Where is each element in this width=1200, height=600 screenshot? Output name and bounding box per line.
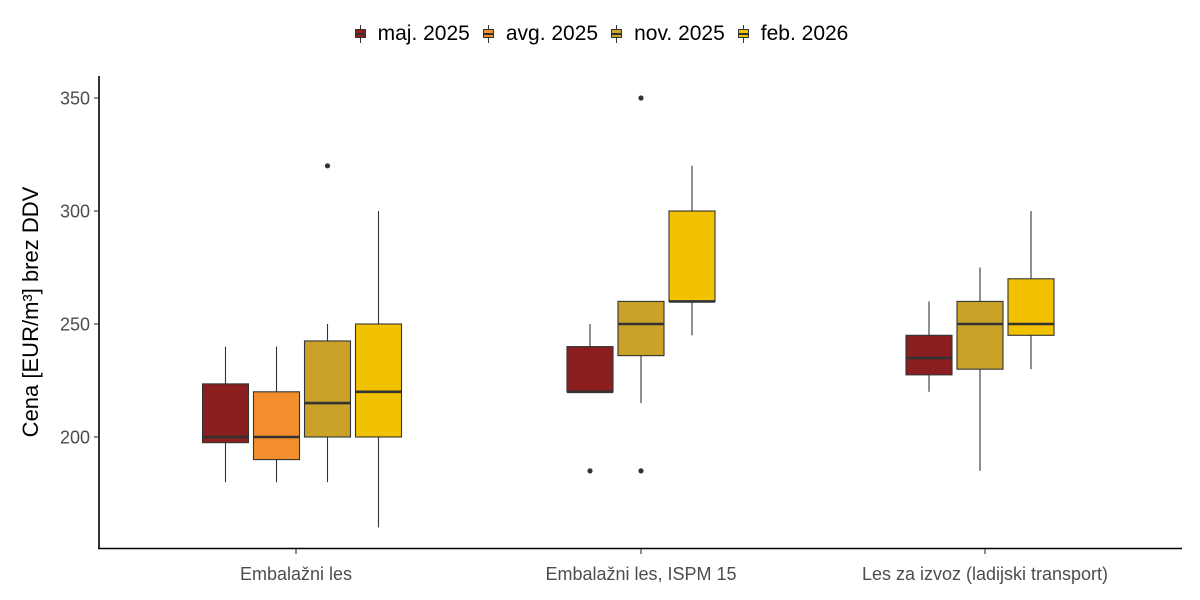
x-tick-label: Embalažni les, ISPM 15 <box>545 564 736 584</box>
legend-key-icon <box>735 25 753 43</box>
box-feb. 2026 <box>668 165 716 336</box>
box-maj. 2025 <box>905 301 953 392</box>
x-ticks: Embalažni les Embalažni les, ISPM 15 Les z… <box>240 549 1108 584</box>
legend-label: feb. 2026 <box>760 22 849 45</box>
y-tick-label: 300 <box>60 202 90 222</box>
legend-label: nov. 2025 <box>634 22 725 45</box>
box-body <box>956 300 1004 370</box>
box-feb. 2026 <box>1007 211 1055 370</box>
box-body <box>905 334 953 376</box>
legend-item: maj. 2025 <box>352 22 470 46</box>
outlier-point <box>638 95 644 101</box>
box-feb. 2026 <box>354 211 403 528</box>
box-nov. 2025 <box>956 267 1004 471</box>
box-body <box>252 391 301 461</box>
outlier-point <box>638 468 644 474</box>
box-maj. 2025 <box>566 324 614 474</box>
y-axis-label: Cena [EUR/m³] brez DDV <box>18 186 43 437</box>
y-tick-label: 200 <box>60 428 90 448</box>
legend-key-icon <box>352 25 370 43</box>
y-tick-label: 350 <box>60 89 90 109</box>
legend-item: avg. 2025 <box>480 22 598 46</box>
box-maj. 2025 <box>201 346 250 483</box>
outlier-point <box>324 163 331 169</box>
box-avg. 2025 <box>252 346 301 483</box>
box-body <box>566 346 614 393</box>
legend-key-icon <box>608 25 626 43</box>
plot-marks <box>201 95 1055 528</box>
box-nov. 2025 <box>303 163 352 483</box>
box-nov. 2025 <box>617 95 665 474</box>
box-body <box>617 300 665 357</box>
box-body <box>668 210 716 302</box>
y-tick-label: 250 <box>60 315 90 335</box>
legend-item: feb. 2026 <box>735 22 849 46</box>
y-ticks: 200 250 300 350 <box>60 89 99 448</box>
legend-label: maj. 2025 <box>377 22 470 45</box>
box-body <box>354 323 403 438</box>
legend-item: nov. 2025 <box>608 22 725 46</box>
legend-label: avg. 2025 <box>505 22 599 45</box>
box-body <box>201 383 250 444</box>
outlier-point <box>587 468 593 474</box>
box-body <box>1007 278 1055 336</box>
box-body <box>303 340 352 438</box>
x-tick-label: Les za izvoz (ladijski transport) <box>862 564 1108 584</box>
legend-key-icon <box>480 25 498 43</box>
legend: maj. 2025 avg. 2025 nov. 2025 feb. 2026 <box>0 22 1200 46</box>
x-tick-label: Embalažni les <box>240 564 352 584</box>
